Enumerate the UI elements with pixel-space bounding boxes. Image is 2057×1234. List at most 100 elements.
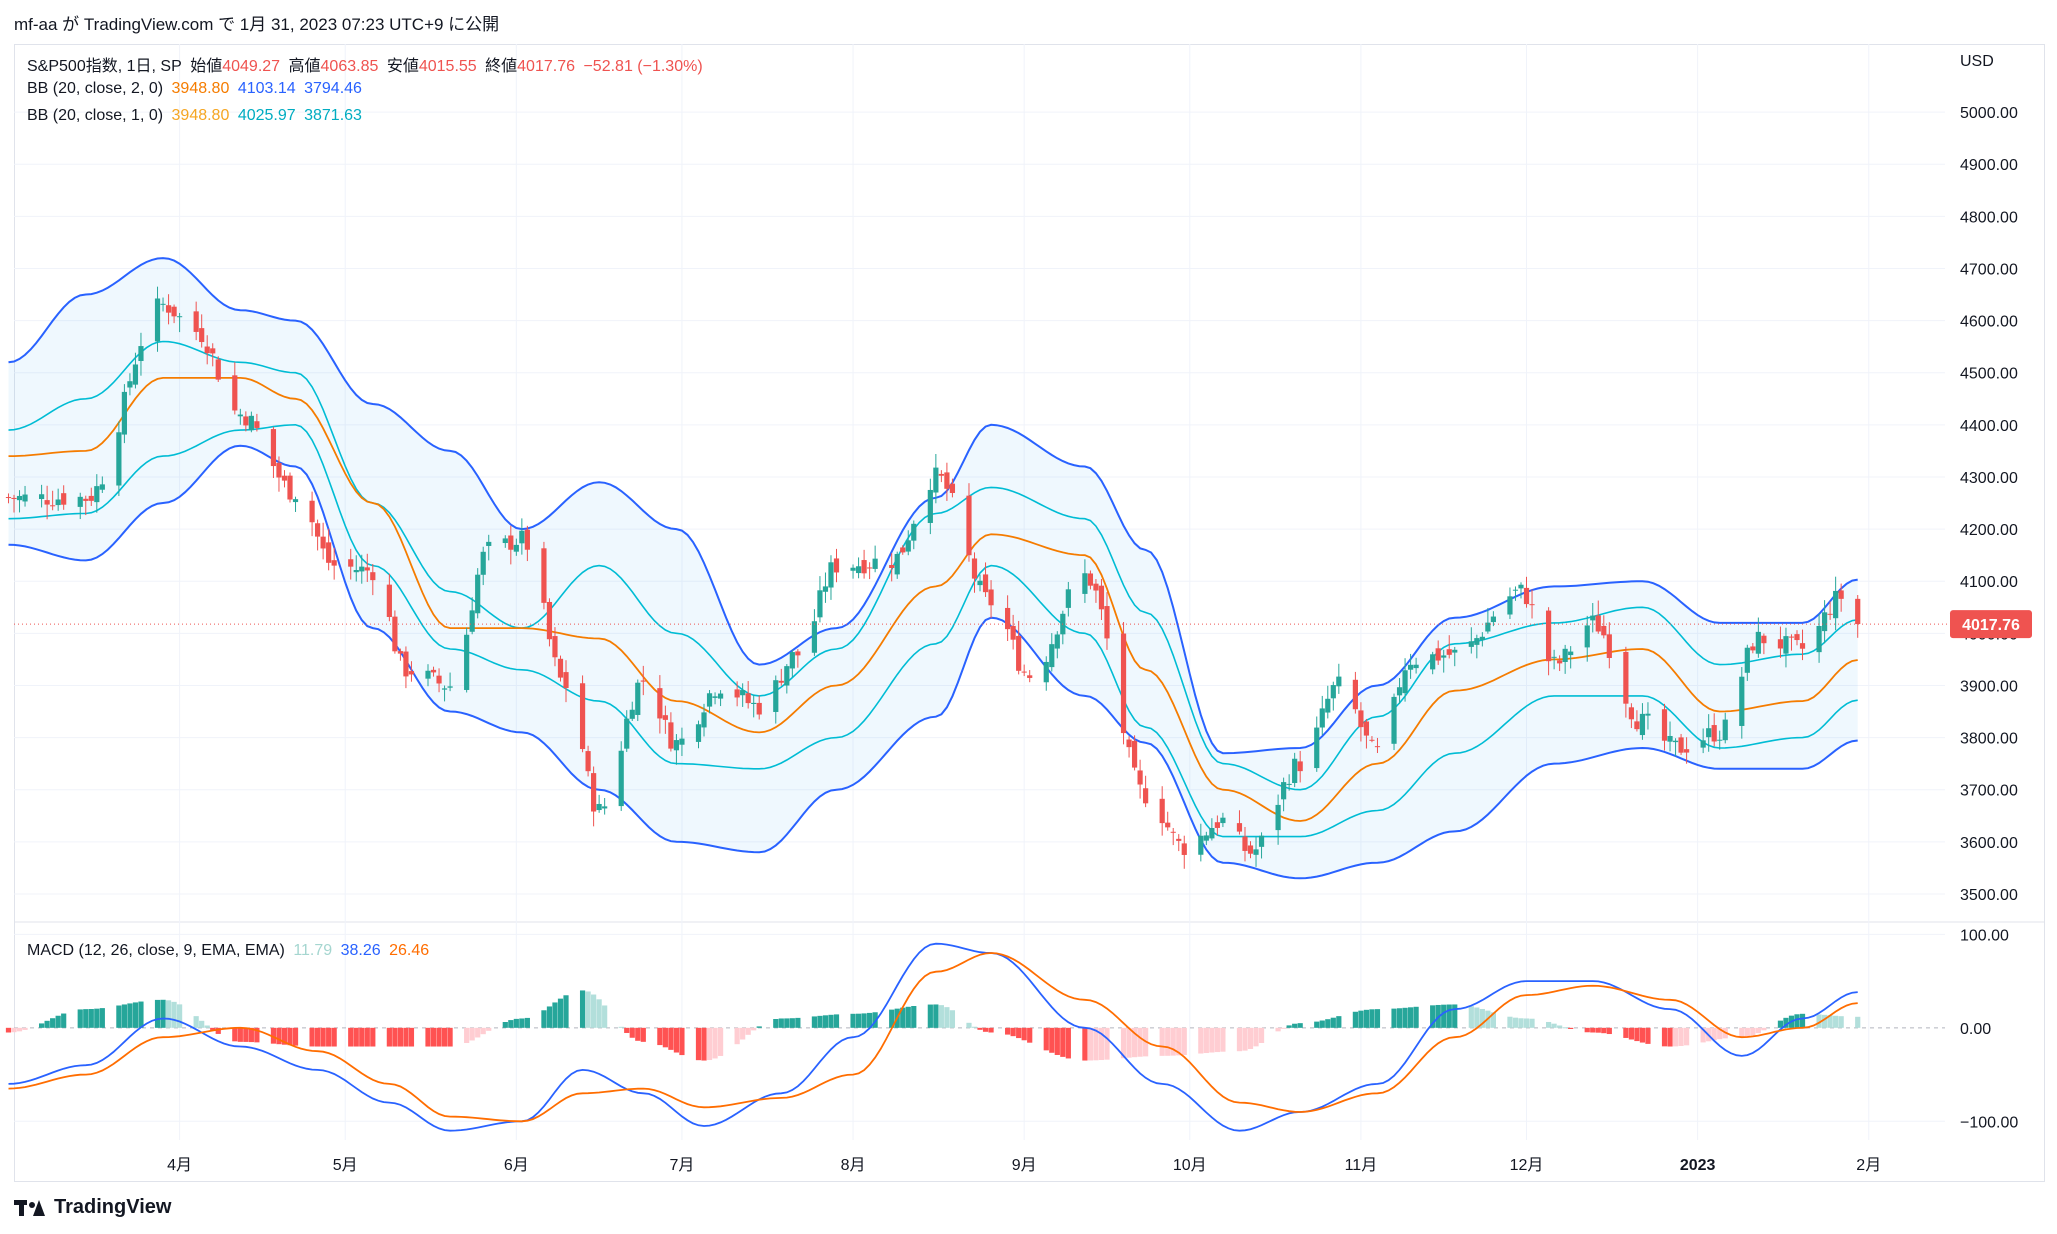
candle-body [508, 535, 514, 550]
macd-histogram-bar [971, 1026, 978, 1028]
symbol-label[interactable]: S&P500指数, 1日, SP [27, 58, 182, 75]
candle-body [679, 738, 685, 745]
candle-body [706, 693, 713, 707]
time-tick-label: 10月 [1173, 1157, 1207, 1174]
candle-body [673, 740, 680, 751]
macd-histogram-bar [949, 1010, 956, 1028]
candle-body [1518, 584, 1524, 589]
candle-body [1474, 638, 1480, 645]
candle-body [132, 364, 139, 385]
candle-body [1236, 823, 1243, 832]
price-tick-label: 5000.00 [1960, 105, 2018, 122]
macd-histogram-bar [1336, 1016, 1342, 1028]
macd-histogram-bar [789, 1018, 795, 1028]
macd-histogram-bar [756, 1026, 762, 1028]
macd-histogram-bar [635, 1027, 641, 1041]
candle-body [1247, 845, 1254, 854]
candle-body [1253, 849, 1259, 855]
macd-histogram-bar [1005, 1027, 1011, 1035]
macd-histogram-bar [778, 1018, 784, 1028]
candle-body [756, 702, 762, 715]
candle-body [5, 497, 12, 499]
macd-histogram-bar [1198, 1027, 1204, 1054]
tradingview-logo[interactable]: TradingView [14, 1196, 171, 1219]
candle-body [1242, 836, 1248, 851]
macd-histogram-bar [475, 1027, 481, 1038]
candle-body [270, 429, 277, 467]
candle-body [640, 680, 646, 682]
candle-body [1363, 721, 1370, 736]
candle-body [861, 560, 867, 574]
candle-body [850, 567, 856, 571]
macd-histogram-bar [447, 1027, 453, 1047]
macd-histogram-bar [408, 1027, 415, 1047]
macd-histogram-bar [469, 1027, 475, 1041]
chart-frame [14, 44, 2045, 1182]
open-label: 始値 [190, 58, 223, 75]
candle-body [287, 475, 293, 500]
price-tick-label: 4200.00 [1960, 522, 2018, 539]
macd-histogram-bar [751, 1027, 757, 1031]
macd-histogram-bar [193, 1016, 199, 1028]
candle-body [320, 536, 326, 549]
bb2-upper-value: 4025.97 [237, 107, 296, 124]
candle-body [1181, 843, 1187, 855]
macd-histogram-bar [1595, 1027, 1601, 1033]
price-tick-label: 4700.00 [1960, 261, 2018, 278]
bb1-legend[interactable]: BB (20, close, 2, 0) 3948.80 4103.14 379… [27, 80, 366, 98]
macd-histogram-bar [39, 1023, 45, 1028]
macd-histogram-bar [624, 1027, 630, 1033]
candle-body [933, 467, 939, 493]
macd-histogram-bar [1838, 1016, 1844, 1028]
candle-body [1485, 622, 1491, 632]
candle-body [1281, 782, 1287, 800]
candle-body [740, 690, 746, 696]
candle-body [386, 584, 392, 617]
candle-body [1087, 573, 1094, 586]
candle-body [905, 540, 911, 552]
candle-body [210, 348, 216, 354]
candle-body [44, 500, 50, 505]
candle-body [39, 494, 45, 499]
low-value: 4015.55 [418, 58, 477, 75]
macd-histogram-bar [889, 1009, 895, 1028]
candle-body [1143, 788, 1149, 804]
candle-body [1104, 606, 1110, 639]
candle-body [1286, 783, 1292, 785]
candle-body [1165, 822, 1171, 828]
macd-legend[interactable]: MACD (12, 26, close, 9, EMA, EMA) 11.79 … [27, 942, 433, 960]
macd-histogram-bar [1683, 1027, 1690, 1046]
macd-histogram-bar [712, 1027, 718, 1059]
macd-histogram-bar [1104, 1027, 1110, 1060]
macd-histogram-bar [326, 1027, 332, 1047]
candle-body [1645, 713, 1651, 716]
macd-histogram-bar [480, 1027, 486, 1035]
macd-histogram-bar [1181, 1027, 1187, 1055]
candle-body [1021, 671, 1027, 673]
macd-histogram-bar [1667, 1027, 1673, 1047]
candle-body [480, 551, 486, 575]
candle-body [1005, 607, 1011, 630]
candle-body [817, 590, 823, 618]
macd-histogram-bar [900, 1007, 906, 1028]
candle-body [1369, 739, 1375, 741]
macd-histogram-bar [1827, 1015, 1833, 1028]
bb2-legend[interactable]: BB (20, close, 1, 0) 3948.80 4025.97 387… [27, 107, 366, 125]
macd-histogram-bar [386, 1027, 392, 1047]
macd-histogram-bar [668, 1027, 674, 1050]
candle-body [22, 494, 28, 502]
macd-histogram-bar [1750, 1027, 1756, 1036]
macd-histogram-bar [833, 1014, 840, 1028]
macd-histogram-bar [795, 1017, 801, 1028]
candle-body [1137, 770, 1143, 785]
macd-histogram-bar [1584, 1027, 1590, 1033]
macd-histogram-bar [160, 999, 166, 1028]
candle-body [811, 621, 818, 653]
candle-body [1297, 761, 1303, 772]
candle-body [1292, 758, 1298, 784]
macd-histogram-bar [1402, 1007, 1408, 1028]
candle-body [1821, 612, 1828, 632]
macd-histogram-bar [204, 1025, 210, 1028]
macd-histogram-bar [740, 1027, 746, 1040]
